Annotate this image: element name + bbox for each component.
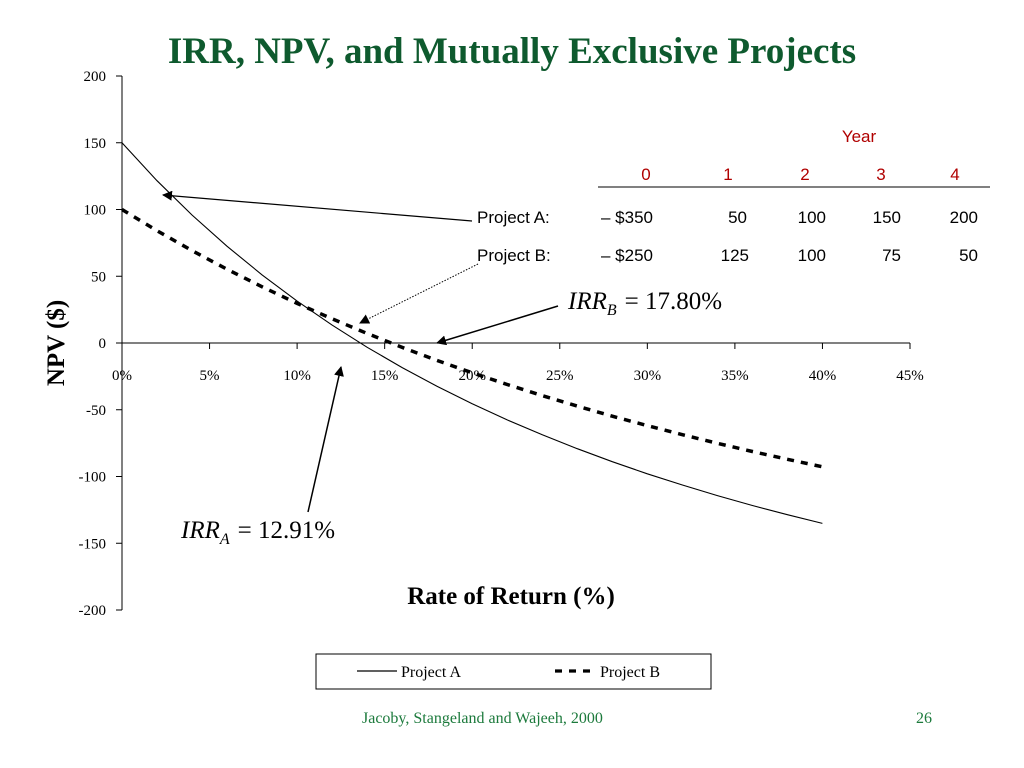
x-tick-label: 5% <box>200 368 220 384</box>
table-year-1: 1 <box>723 165 732 184</box>
table-cell-a-3: 150 <box>873 208 901 227</box>
legend-label-project-b: Project B <box>600 664 660 681</box>
irr-b-subscript: B <box>607 302 617 319</box>
x-tick-label: 0% <box>112 368 132 384</box>
x-tick-label: 35% <box>721 368 749 384</box>
irr-a-arrow <box>307 366 344 513</box>
y-tick-label: 50 <box>91 269 106 285</box>
table-row-label-b: Project B: <box>477 246 551 265</box>
irr-a-prefix: IRR <box>180 517 220 544</box>
irr-b-arrow <box>436 305 559 346</box>
x-tick-label: 40% <box>809 368 837 384</box>
page-number: 26 <box>916 710 932 727</box>
x-tick-label: 10% <box>283 368 311 384</box>
irr-a-annotation: IRRA = 12.91% <box>180 517 335 548</box>
svg-text:IRRB= 17.80%: IRRB = 17.80% <box>567 288 722 319</box>
callout-arrow-project-b <box>359 263 479 324</box>
x-tick-label: 45% <box>896 368 924 384</box>
table-year-0: 0 <box>641 165 650 184</box>
table-year-header: Year <box>842 127 877 146</box>
irr-a-value: = 12.91% <box>238 517 335 544</box>
y-tick-label: -100 <box>79 470 107 486</box>
y-tick-label: -50 <box>86 403 106 419</box>
slide-title: IRR, NPV, and Mutually Exclusive Project… <box>167 31 857 72</box>
table-cell-b-2: 100 <box>798 246 826 265</box>
y-tick-label: 0 <box>99 336 107 352</box>
x-axis-title: Rate of Return (%) <box>407 583 615 610</box>
x-tick-label: 25% <box>546 368 574 384</box>
table-cell-b-3: 75 <box>882 246 901 265</box>
irr-b-prefix: IRR <box>567 288 607 315</box>
x-tick-label: 30% <box>634 368 662 384</box>
table-cell-a-4: 200 <box>950 208 978 227</box>
y-axis-title: NPV ($) <box>43 300 70 386</box>
series-line-project-b <box>121 208 823 469</box>
legend-label-project-a: Project A <box>401 664 461 681</box>
table-cell-b-1: 125 <box>721 246 749 265</box>
table-year-3: 3 <box>876 165 885 184</box>
y-tick-label: 100 <box>84 203 107 219</box>
table-cell-b-4: 50 <box>959 246 978 265</box>
table-year-4: 4 <box>950 165 959 184</box>
y-tick-label: 150 <box>84 136 107 152</box>
svg-text:IRRA= 12.91%: IRRA = 12.91% <box>180 517 335 548</box>
y-tick-label: 200 <box>84 69 107 85</box>
table-year-2: 2 <box>800 165 809 184</box>
table-cell-a-1: 50 <box>728 208 747 227</box>
irr-b-annotation: IRRB = 17.80% <box>567 288 722 319</box>
y-tick-label: -150 <box>79 536 107 552</box>
table-cell-b-0: – $250 <box>601 246 653 265</box>
table-row-label-a: Project A: <box>477 208 550 227</box>
x-tick-label: 15% <box>371 368 399 384</box>
callout-arrow-project-a <box>162 190 473 222</box>
y-tick-label: -200 <box>79 603 107 619</box>
footer-source: Jacoby, Stangeland and Wajeeh, 2000 <box>362 710 603 727</box>
series-line-project-a <box>121 142 823 524</box>
table-cell-a-2: 100 <box>798 208 826 227</box>
table-cell-a-0: – $350 <box>601 208 653 227</box>
irr-a-subscript: A <box>219 531 230 548</box>
cash-flow-table: Year 0 1 2 3 4 Project A: – $350 50 100 … <box>477 127 990 265</box>
legend: Project A Project B <box>315 653 712 690</box>
irr-b-value: = 17.80% <box>625 288 722 315</box>
